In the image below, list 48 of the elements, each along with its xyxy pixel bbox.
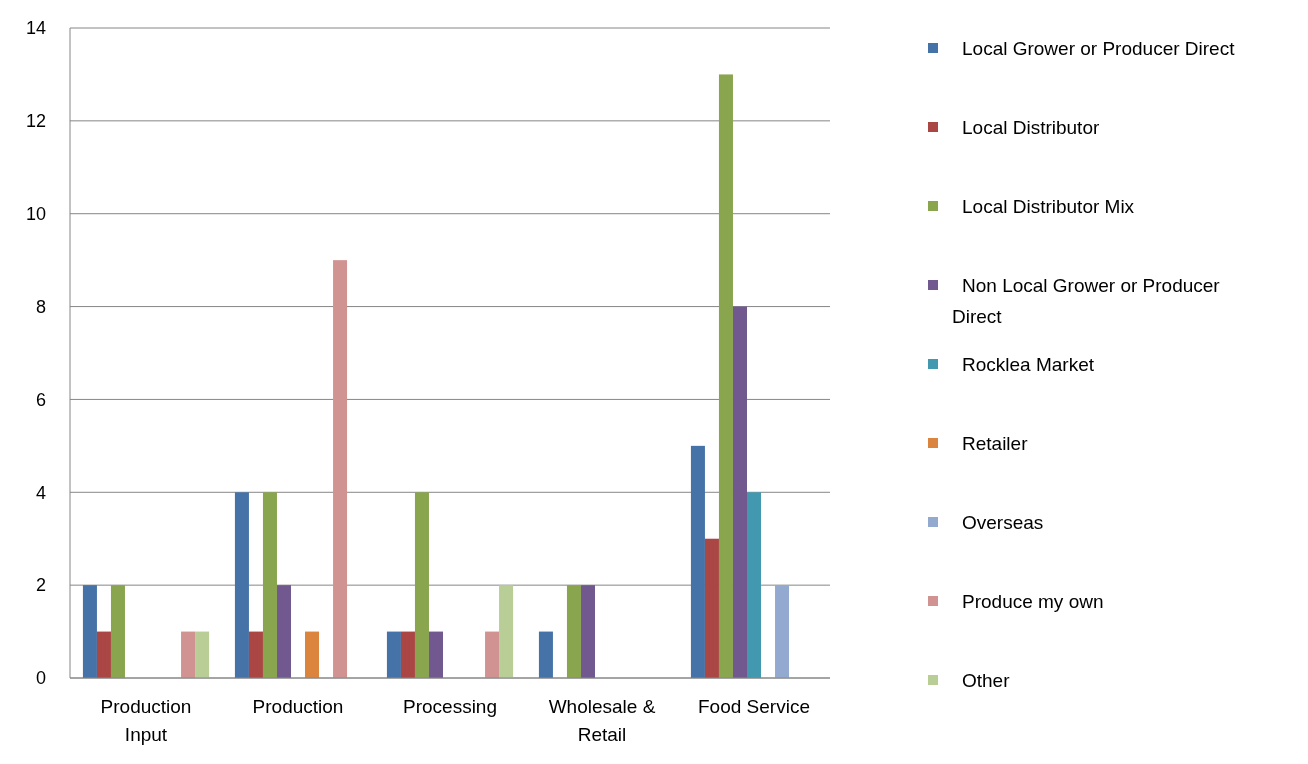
x-tick-label: Food Service xyxy=(698,696,810,717)
bar xyxy=(414,492,429,678)
legend-label: Overseas xyxy=(962,511,1044,533)
legend-label: Local Distributor Mix xyxy=(962,195,1135,217)
bar xyxy=(82,585,97,678)
x-tick-label: Production xyxy=(252,696,344,717)
bar xyxy=(195,631,210,678)
bar xyxy=(775,585,790,678)
bar xyxy=(580,585,595,678)
legend-label: Local Distributor xyxy=(962,116,1100,138)
bar xyxy=(718,74,733,678)
y-tick-label: 10 xyxy=(25,204,46,225)
legend-label: Rocklea Market xyxy=(962,353,1095,375)
x-tick-label: Wholesale & Retail xyxy=(548,696,656,745)
bar xyxy=(746,492,762,678)
bar xyxy=(690,445,705,678)
y-tick-label: 14 xyxy=(25,18,46,39)
legend-label: Non Local Grower or Producer Direct xyxy=(952,274,1221,327)
bar xyxy=(485,631,500,678)
bar xyxy=(499,585,514,678)
bar xyxy=(386,631,401,678)
legend-label: Other xyxy=(962,669,1011,691)
y-tick-label: 4 xyxy=(35,482,46,503)
bar xyxy=(96,631,111,678)
x-tick-label: Processing xyxy=(403,696,497,717)
y-tick-label: 8 xyxy=(35,296,46,317)
legend-label: Retailer xyxy=(962,432,1029,454)
bar xyxy=(704,538,719,678)
legend-label: Produce my own xyxy=(962,590,1104,612)
bar xyxy=(110,585,125,678)
legend-label: Local Grower or Producer Direct xyxy=(962,37,1236,59)
bar xyxy=(305,631,320,678)
bar xyxy=(333,260,348,678)
y-tick-label: 6 xyxy=(35,389,46,410)
bar xyxy=(234,492,249,678)
y-tick-label: 0 xyxy=(35,668,46,689)
bar xyxy=(538,631,553,678)
bar xyxy=(566,585,581,678)
bar xyxy=(248,631,263,678)
bar xyxy=(732,306,747,678)
y-tick-label: 12 xyxy=(25,111,46,132)
bar xyxy=(181,631,196,678)
bar xyxy=(276,585,291,678)
bar xyxy=(428,631,443,678)
bar xyxy=(400,631,415,678)
bar xyxy=(262,492,277,678)
x-tick-label: Production Input xyxy=(100,696,192,745)
y-tick-label: 2 xyxy=(35,575,46,596)
